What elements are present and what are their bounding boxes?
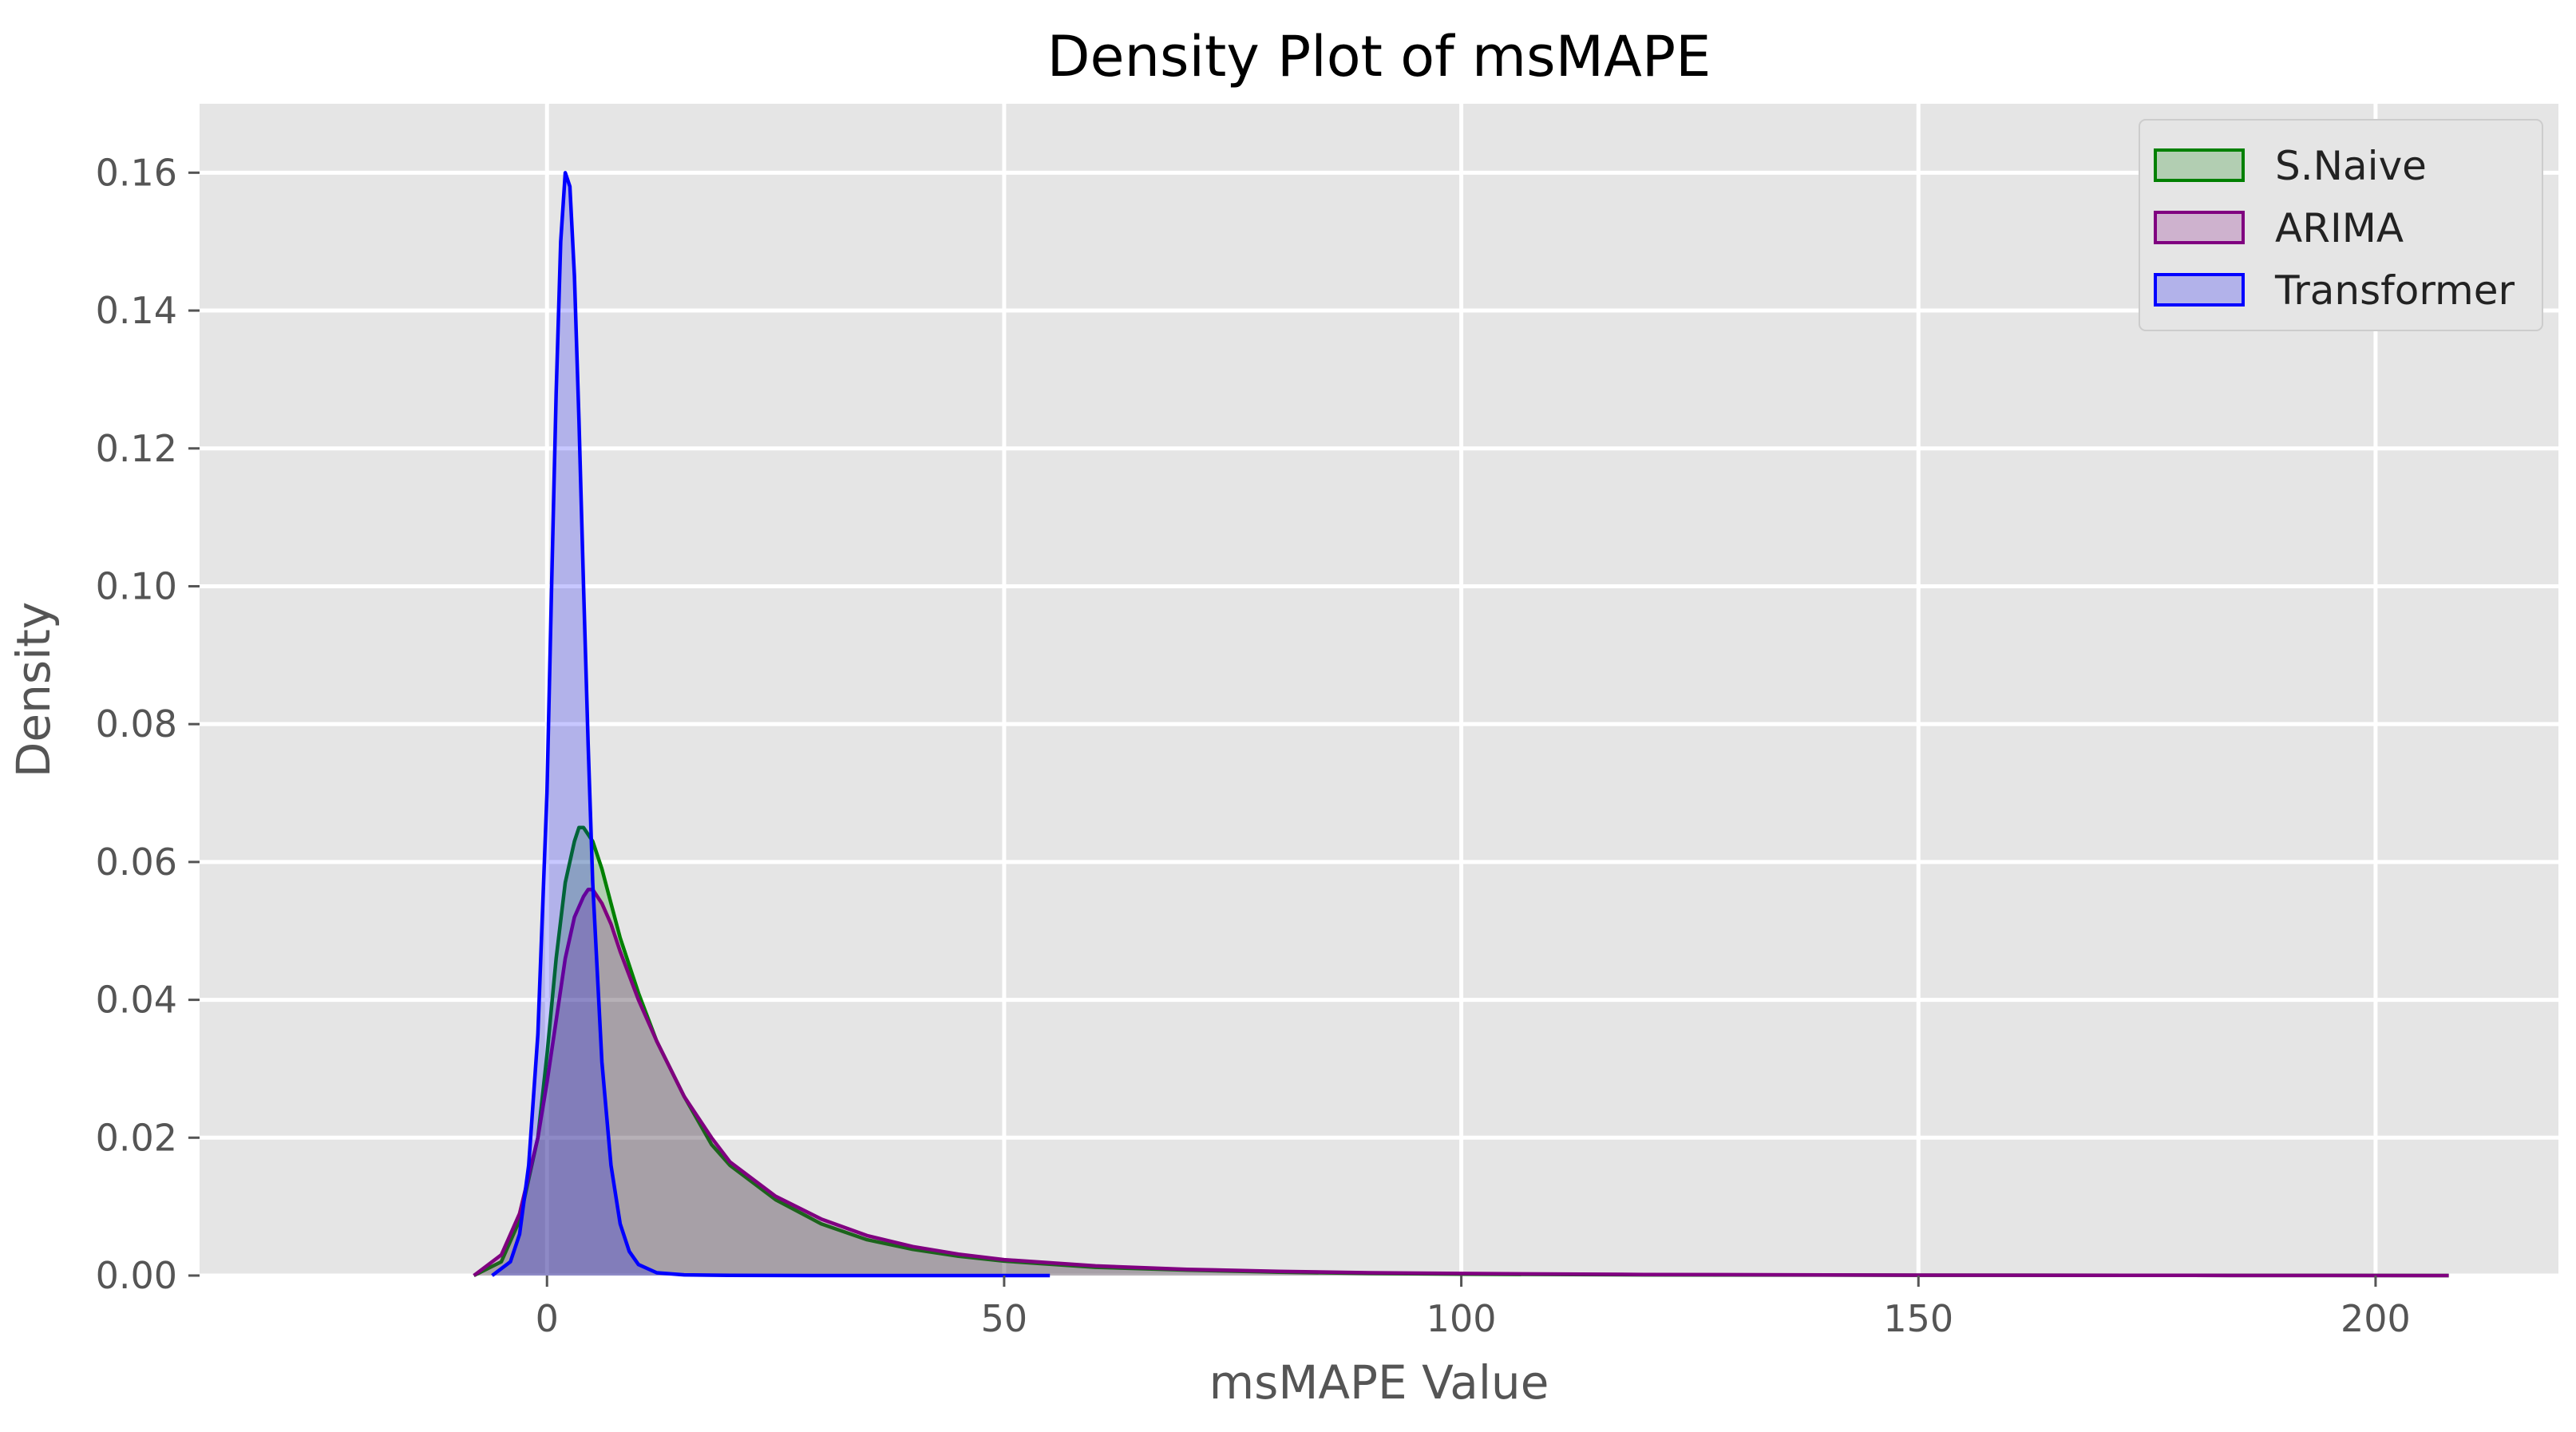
- density-fill-arima: [473, 889, 2449, 1276]
- y-tick-label: 0.10: [96, 564, 177, 607]
- legend-box: [2139, 119, 2543, 331]
- legend-swatch-s-naive: [2154, 148, 2245, 182]
- legend-label-s-naive: S.Naive: [2275, 143, 2427, 189]
- x-tick-label: 50: [981, 1297, 1028, 1340]
- x-tick-label: 200: [2341, 1297, 2411, 1340]
- y-tick-label: 0.04: [96, 979, 177, 1022]
- y-tick-label: 0.08: [96, 702, 177, 746]
- chart-title: Density Plot of msMAPE: [1047, 24, 1711, 89]
- y-tick-label: 0.16: [96, 151, 177, 194]
- legend: S.Naive ARIMA Transformer: [2139, 119, 2543, 331]
- density-line-transformer: [491, 171, 1051, 1278]
- y-tick-label: 0.06: [96, 841, 177, 884]
- legend-swatch-arima: [2154, 211, 2245, 244]
- legend-swatch-transformer: [2154, 273, 2245, 307]
- x-axis-label: msMAPE Value: [1209, 1355, 1549, 1410]
- density-line-arima: [473, 888, 2449, 1278]
- legend-entry-transformer: Transformer: [2154, 267, 2515, 314]
- density-fill-s-naive: [473, 827, 2449, 1276]
- y-tick-label: 0.12: [96, 427, 177, 470]
- y-axis-label: Density: [6, 602, 61, 778]
- legend-label-transformer: Transformer: [2274, 267, 2515, 314]
- legend-entry-arima: ARIMA: [2154, 205, 2404, 251]
- x-tick-label: 0: [536, 1297, 559, 1340]
- y-tick-label: 0.00: [96, 1254, 177, 1297]
- y-tick-label: 0.02: [96, 1116, 177, 1159]
- axis-ticks: 0 50 100 150 200 0.00 0.02 0.04 0.06 0.08 0.10 0.12…: [96, 151, 2411, 1340]
- y-tick-label: 0.14: [96, 289, 177, 332]
- density-areas: [473, 171, 2449, 1278]
- density-fill-transformer: [492, 172, 1051, 1276]
- legend-entry-s-naive: S.Naive: [2154, 143, 2427, 189]
- legend-label-arima: ARIMA: [2275, 205, 2404, 251]
- x-tick-label: 100: [1426, 1297, 1497, 1340]
- x-tick-label: 150: [1883, 1297, 1953, 1340]
